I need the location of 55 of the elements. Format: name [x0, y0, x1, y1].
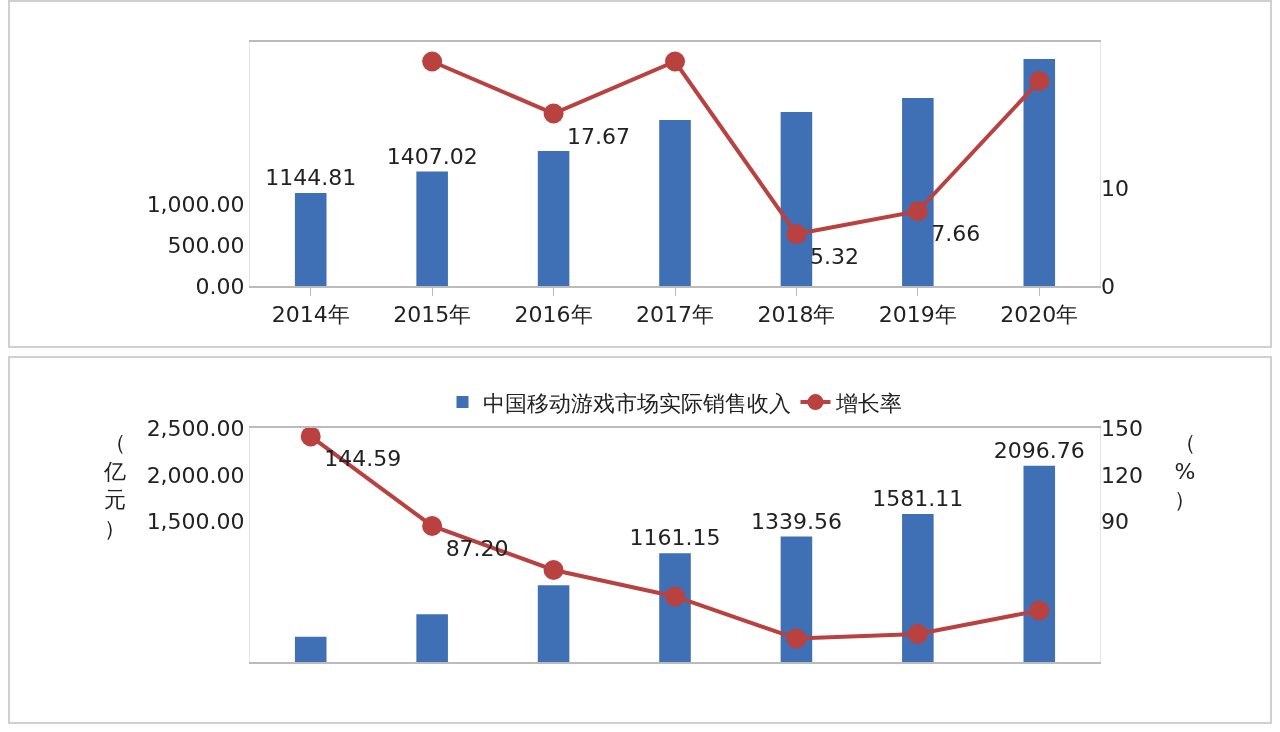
point: [543, 103, 564, 124]
data-label: 1581.11: [872, 486, 964, 512]
data-label: 1339.56: [750, 508, 842, 534]
y-tick-label: 1,000.00: [146, 192, 245, 218]
x-tick-label: 2017年: [636, 302, 714, 328]
data-label: 1161.15: [629, 525, 721, 551]
point: [665, 586, 685, 607]
x-tick-label: 2015年: [393, 302, 472, 328]
y-tick-label: 2,000.00: [146, 462, 245, 488]
y-tick-label: 2,500.00: [146, 415, 245, 441]
point: [786, 628, 807, 649]
point: [907, 623, 928, 644]
bar: [659, 120, 691, 286]
bar: [294, 636, 327, 662]
point: [786, 224, 807, 245]
y2-tick-label: 0: [1101, 273, 1115, 299]
bar: [780, 536, 813, 662]
point: [422, 51, 443, 72]
x-tick-label: 2020年: [1000, 302, 1079, 328]
y2-axis-title: （%）: [1174, 430, 1196, 513]
y-tick-label: 0.00: [195, 273, 245, 299]
x-tick-label: 2016年: [514, 302, 593, 328]
y2-tick-label: 10: [1101, 176, 1129, 202]
y2-tick-label: 90: [1101, 509, 1129, 535]
point: [907, 201, 928, 222]
point: [1029, 71, 1050, 92]
data-label: 1144.81: [265, 164, 357, 190]
legend-label: 中国移动游戏市场实际销售收入: [482, 390, 791, 416]
point: [665, 51, 685, 72]
legend-label: 增长率: [834, 390, 902, 416]
point: [543, 559, 564, 580]
y-tick-label: 1,500.00: [146, 509, 245, 535]
bar: [1023, 465, 1056, 662]
bar: [416, 614, 448, 662]
bar: [902, 514, 934, 662]
x-tick-label: 2018年: [757, 302, 836, 328]
point: [300, 426, 321, 447]
data-label: 1407.02: [386, 143, 478, 169]
y-tick-label: 500.00: [167, 233, 245, 259]
bar: [1023, 59, 1056, 286]
bar: [537, 150, 570, 286]
bar: [780, 111, 813, 286]
bar: [416, 171, 448, 286]
data-label: 17.67: [567, 123, 631, 149]
point: [422, 515, 443, 536]
x-tick-label: 2014年: [271, 302, 350, 328]
point: [1029, 600, 1050, 621]
y2-tick-label: 120: [1101, 462, 1143, 488]
bar: [902, 98, 934, 286]
bar: [294, 192, 327, 286]
y2-tick-label: 150: [1101, 415, 1143, 441]
x-tick-label: 2019年: [878, 302, 957, 328]
data-label: 2096.76: [993, 437, 1085, 463]
y-axis-title: （亿元）: [103, 430, 126, 541]
bar: [537, 585, 570, 662]
